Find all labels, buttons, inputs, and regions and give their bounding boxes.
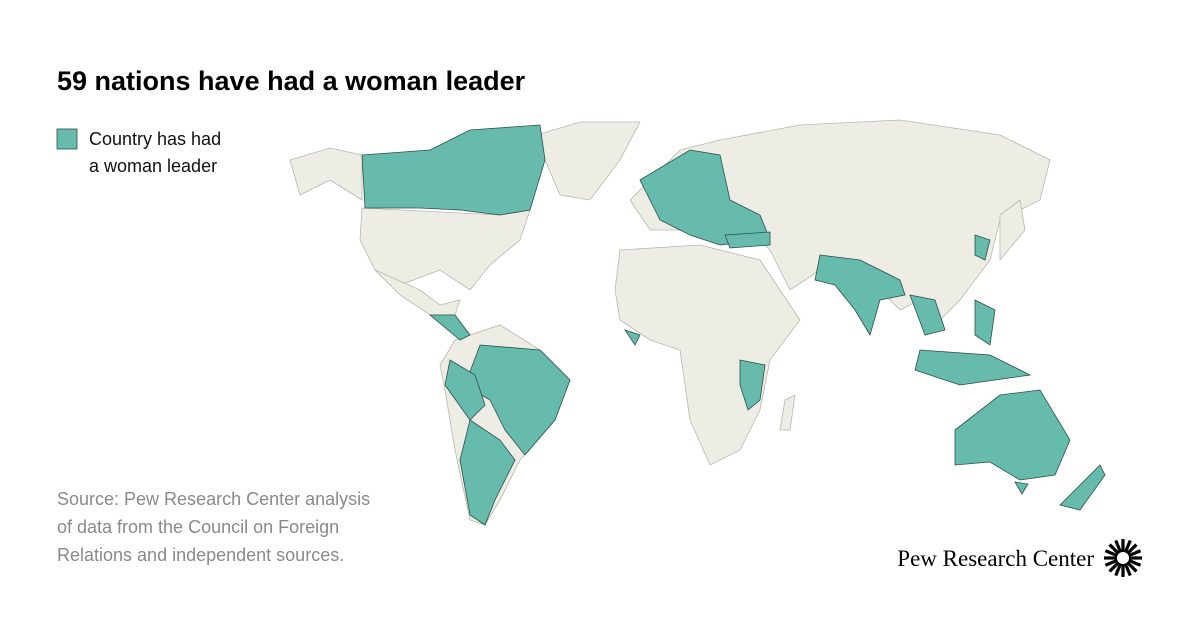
highlighted-country [639, 149, 771, 246]
highlighted-country [814, 254, 906, 336]
highlighted-country [914, 349, 1032, 386]
land [614, 244, 801, 466]
highlighted-country [1014, 481, 1029, 495]
highlighted-country [909, 294, 946, 336]
logo-ray [1104, 549, 1119, 558]
highlighted-country [974, 299, 996, 346]
logo-ray [1114, 562, 1123, 577]
highlighted-country [624, 329, 641, 346]
highlighted-country [459, 419, 516, 526]
logo-ray [1126, 561, 1138, 573]
highlighted-country [739, 359, 766, 411]
legend-swatch [56, 128, 78, 150]
logo-ray [1127, 558, 1142, 567]
highlighted-country [428, 314, 471, 341]
logo-ray [1123, 562, 1132, 577]
source: of data from the Council on Foreign [57, 517, 339, 537]
logo-text: Pew Research Center [897, 546, 1094, 571]
logo-ray [1126, 543, 1138, 555]
logo-icon [1104, 539, 1142, 577]
source: Relations and independent sources. [57, 545, 344, 565]
highlighted-country [1059, 464, 1106, 511]
land [779, 394, 796, 431]
legend: Country has had a woman leader [56, 128, 221, 176]
logo-ray [1108, 561, 1120, 573]
highlighted-country [954, 389, 1071, 481]
land [374, 269, 461, 316]
logo-ray [1127, 549, 1142, 558]
highlighted-country [361, 124, 546, 216]
logo-ray [1108, 543, 1120, 555]
title: 59 nations have had a woman leader [57, 66, 526, 96]
legend-label: Country has had [89, 129, 221, 149]
legend-label: a woman leader [89, 156, 217, 176]
highlighted-country [724, 231, 771, 249]
land [289, 147, 363, 201]
highlighted-country [444, 359, 486, 421]
logo-ray [1114, 539, 1123, 554]
logo-ray [1123, 539, 1132, 554]
map [289, 119, 1106, 526]
logo-ray [1104, 558, 1119, 567]
highlighted-country [974, 234, 991, 261]
source: Source: Pew Research Center analysis [57, 489, 370, 509]
land [999, 199, 1026, 262]
land [519, 121, 641, 201]
